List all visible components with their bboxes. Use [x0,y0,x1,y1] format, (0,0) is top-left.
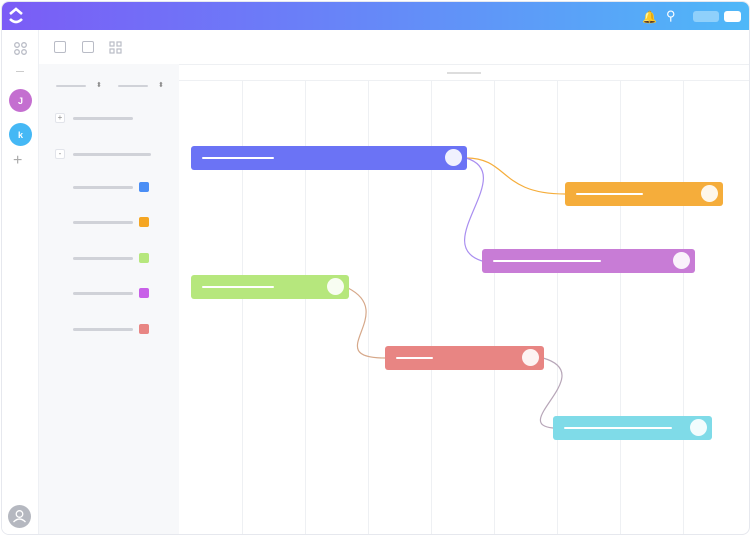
dependency-link [539,357,563,429]
group-row[interactable] [73,117,133,120]
list-view-icon[interactable] [54,41,66,53]
divider [16,71,24,72]
task-row[interactable] [73,257,133,260]
expand-icon[interactable]: + [55,113,65,123]
task-row[interactable] [73,221,133,224]
grid-line [431,81,432,534]
header-button-2[interactable] [724,11,741,22]
grid-line [557,81,558,534]
top-bar: 🔔 ⚲ [2,2,749,30]
add-icon[interactable]: + [13,152,23,169]
status-square [139,182,149,192]
group-row[interactable] [73,153,151,156]
apps-icon[interactable] [14,42,27,55]
grid-line [305,81,306,534]
assignee-icon[interactable] [522,349,539,366]
column-header-2[interactable] [118,85,148,87]
scroll-handle[interactable] [447,72,481,74]
sort-icon-2[interactable]: ⬍ [158,82,164,89]
grid-view-icon[interactable] [109,41,122,54]
assignee-icon[interactable] [690,419,707,436]
gantt-chart [179,64,749,534]
gantt-bar[interactable] [553,416,712,440]
dependency-link [463,157,485,262]
bell-icon[interactable]: 🔔 [642,10,657,24]
dependency-link [347,287,386,359]
dependency-link [465,157,566,195]
user-profile-icon[interactable] [8,505,31,528]
dependency-links [347,157,566,429]
view-toolbar [39,30,749,64]
grid-line [368,81,369,534]
left-rail: J k + [2,30,39,534]
gantt-bar[interactable] [565,182,723,206]
assignee-icon[interactable] [327,278,344,295]
clickup-logo-icon[interactable] [8,6,24,26]
status-square [139,324,149,334]
board-view-icon[interactable] [82,41,94,53]
status-square [139,253,149,263]
header-button[interactable] [693,11,719,22]
avatar-j[interactable]: J [9,89,32,112]
assignee-icon[interactable] [701,185,718,202]
gantt-bar[interactable] [482,249,695,273]
task-row[interactable] [73,292,133,295]
assignee-icon[interactable] [673,252,690,269]
grid-line [683,81,684,534]
search-icon[interactable]: ⚲ [666,8,676,23]
status-square [139,217,149,227]
sort-icon[interactable]: ⬍ [96,82,102,89]
status-square [139,288,149,298]
gantt-bar[interactable] [385,346,544,370]
task-row[interactable] [73,186,133,189]
grid-line [242,81,243,534]
task-sidebar: ⬍ ⬍ + - [39,64,179,534]
timeline-header [179,64,749,81]
collapse-icon[interactable]: - [55,149,65,159]
gantt-bar[interactable] [191,146,467,170]
avatar-k[interactable]: k [9,123,32,146]
column-header[interactable] [56,85,86,87]
gantt-bar[interactable] [191,275,349,299]
grid-line [620,81,621,534]
grid-line [494,81,495,534]
assignee-icon[interactable] [445,149,462,166]
task-row[interactable] [73,328,133,331]
